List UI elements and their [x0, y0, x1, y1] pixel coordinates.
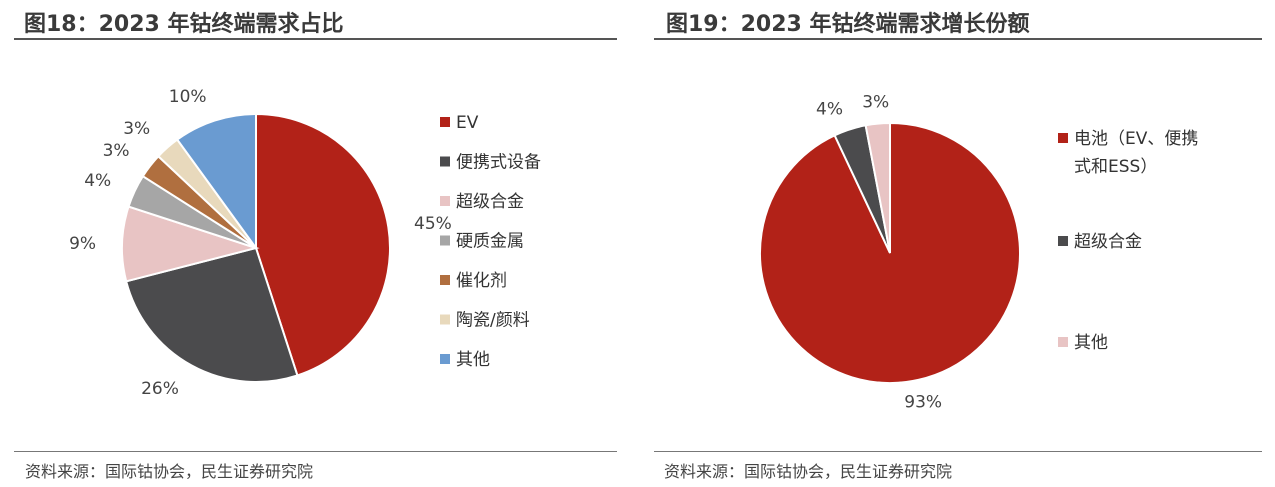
legend-item-超级合金: 超级合金	[1058, 232, 1142, 252]
data-label-硬质金属: 4%	[84, 171, 111, 191]
source-note: 资料来源：国际钴协会，民生证券研究院	[664, 462, 953, 481]
legend-label: 陶瓷/颜料	[456, 311, 530, 331]
legend-label: 电池（EV、便携	[1074, 129, 1198, 149]
data-labels: 93% 4% 3%	[816, 93, 942, 413]
left-figure-panel: 图18：2023 年钴终端需求占比 45% 26% 9% 4% 3% 3% 10% EV 便携式…	[0, 0, 630, 487]
legend-item-其他: 其他	[1058, 333, 1108, 353]
pie-slice-便携式设备	[124, 246, 299, 383]
data-label-其他: 3%	[862, 93, 889, 113]
legend-label: 催化剂	[456, 271, 507, 291]
legend-swatch	[440, 354, 450, 364]
data-labels: 45% 26% 9% 4% 3%3% 10%	[69, 87, 452, 399]
data-label-电池-ev-便携式和ess: 93%	[904, 392, 942, 412]
legend-item-硬质金属: 硬质金属	[440, 232, 524, 252]
data-label-超级合金: 4%	[816, 99, 843, 119]
legend-swatch	[440, 235, 450, 246]
legend-label: 超级合金	[1074, 232, 1142, 252]
data-label-ev: 45%	[414, 214, 452, 234]
legend-label: 式和ESS）	[1074, 157, 1157, 177]
legend-swatch	[440, 156, 450, 167]
legend-item-其他: 其他	[440, 350, 490, 370]
pie-slice-其他	[175, 112, 257, 252]
legend-swatch	[1058, 236, 1068, 246]
legend-swatch	[1058, 337, 1068, 347]
pie-slices	[759, 121, 1021, 384]
data-label-陶瓷-颜料: 3%	[123, 119, 150, 139]
data-label-超级合金: 9%	[69, 234, 96, 254]
source-note: 资料来源：国际钴协会，民生证券研究院	[25, 462, 314, 481]
data-label-催化剂: 3%	[103, 141, 130, 161]
source-divider	[14, 451, 617, 452]
legend-label: 其他	[1074, 333, 1108, 353]
legend-label: 便携式设备	[456, 153, 541, 173]
data-label-便携式设备: 26%	[141, 379, 179, 399]
legend-item-催化剂: 催化剂	[440, 271, 507, 291]
legend-label: 超级合金	[456, 192, 524, 212]
legend-item-便携式设备: 便携式设备	[440, 153, 541, 173]
pie-chart-end-demand-share: 45% 26% 9% 4% 3%3% 10% EV 便携式设备超级合金硬质金属催化剂陶瓷/颜料…	[69, 87, 541, 399]
legend-swatch	[440, 117, 450, 127]
legend-label: 硬质金属	[456, 232, 524, 252]
legend-swatch	[1058, 133, 1068, 143]
legend-label: 其他	[456, 350, 490, 370]
pie-slices	[121, 112, 391, 383]
source-divider	[654, 451, 1262, 452]
legend-item-陶瓷-颜料: 陶瓷/颜料	[440, 311, 530, 331]
title-underline	[14, 38, 617, 40]
figure-title: 图18：2023 年钴终端需求占比	[24, 12, 344, 37]
pie-slice-ev	[255, 112, 391, 377]
legend-swatch	[440, 275, 450, 285]
legend-label: EV	[456, 113, 479, 133]
legend-item-超级合金: 超级合金	[440, 192, 524, 212]
legend-swatch	[440, 314, 450, 325]
right-figure-panel: 图19：2023 年钴终端需求增长份额 93% 4% 3% 电池（EV、便携 式和ESS…	[640, 0, 1275, 487]
figure-title: 图19：2023 年钴终端需求增长份额	[666, 12, 1030, 37]
legend-swatch	[440, 196, 450, 206]
title-underline	[654, 38, 1262, 40]
pie-slice-其他	[864, 121, 891, 254]
legend-item-ev: EV	[440, 113, 479, 133]
data-label-其他: 10%	[169, 87, 207, 107]
